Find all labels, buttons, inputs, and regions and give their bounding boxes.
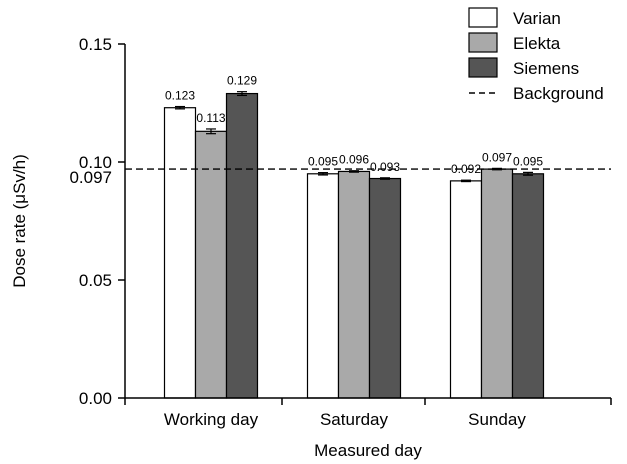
legend-swatch-elekta <box>468 32 498 53</box>
data-label: 0.096 <box>339 153 369 167</box>
axes <box>124 44 611 399</box>
y-ticks: 0.00 0.05 0.10 0.15 0.097 <box>69 35 125 408</box>
bar-varian <box>449 180 483 399</box>
y-tick-label: 0.05 <box>79 271 112 290</box>
bar-elekta <box>480 168 514 399</box>
bar-varian <box>163 107 197 399</box>
data-label: 0.113 <box>196 111 225 125</box>
legend-label: Varian <box>513 9 561 28</box>
data-label: 0.123 <box>165 89 195 103</box>
legend: Varian Elekta Siemens Background <box>468 7 604 103</box>
x-axis-title: Measured day <box>314 441 422 460</box>
bar-varian <box>306 173 340 399</box>
bar-siemens <box>368 177 402 399</box>
legend-swatch-varian <box>468 7 498 28</box>
legend-label: Elekta <box>513 34 561 53</box>
y-tick-label: 0.00 <box>79 389 112 408</box>
bar-siemens <box>225 92 259 399</box>
y-tick-label: 0.15 <box>79 35 112 54</box>
x-ticks: Working day Saturday Sunday <box>124 398 612 429</box>
y-axis-title: Dose rate (μSv/h) <box>10 154 29 288</box>
data-label: 0.095 <box>308 155 338 169</box>
x-tick-label: Sunday <box>468 410 526 429</box>
data-label: 0.129 <box>227 74 257 88</box>
data-label: 0.093 <box>370 160 400 174</box>
data-label: 0.097 <box>482 150 512 164</box>
bar-elekta <box>337 170 371 399</box>
x-tick-label: Saturday <box>320 410 389 429</box>
legend-label: Siemens <box>513 59 579 78</box>
legend-swatch-siemens <box>468 57 498 78</box>
y-tick-label-background: 0.097 <box>69 168 112 187</box>
legend-label: Background <box>513 84 604 103</box>
bar-siemens <box>511 173 545 399</box>
data-label: 0.095 <box>513 154 543 168</box>
y-tick-label: 0.10 <box>79 153 112 172</box>
x-tick-label: Working day <box>164 410 259 429</box>
bar-elekta <box>194 130 228 399</box>
